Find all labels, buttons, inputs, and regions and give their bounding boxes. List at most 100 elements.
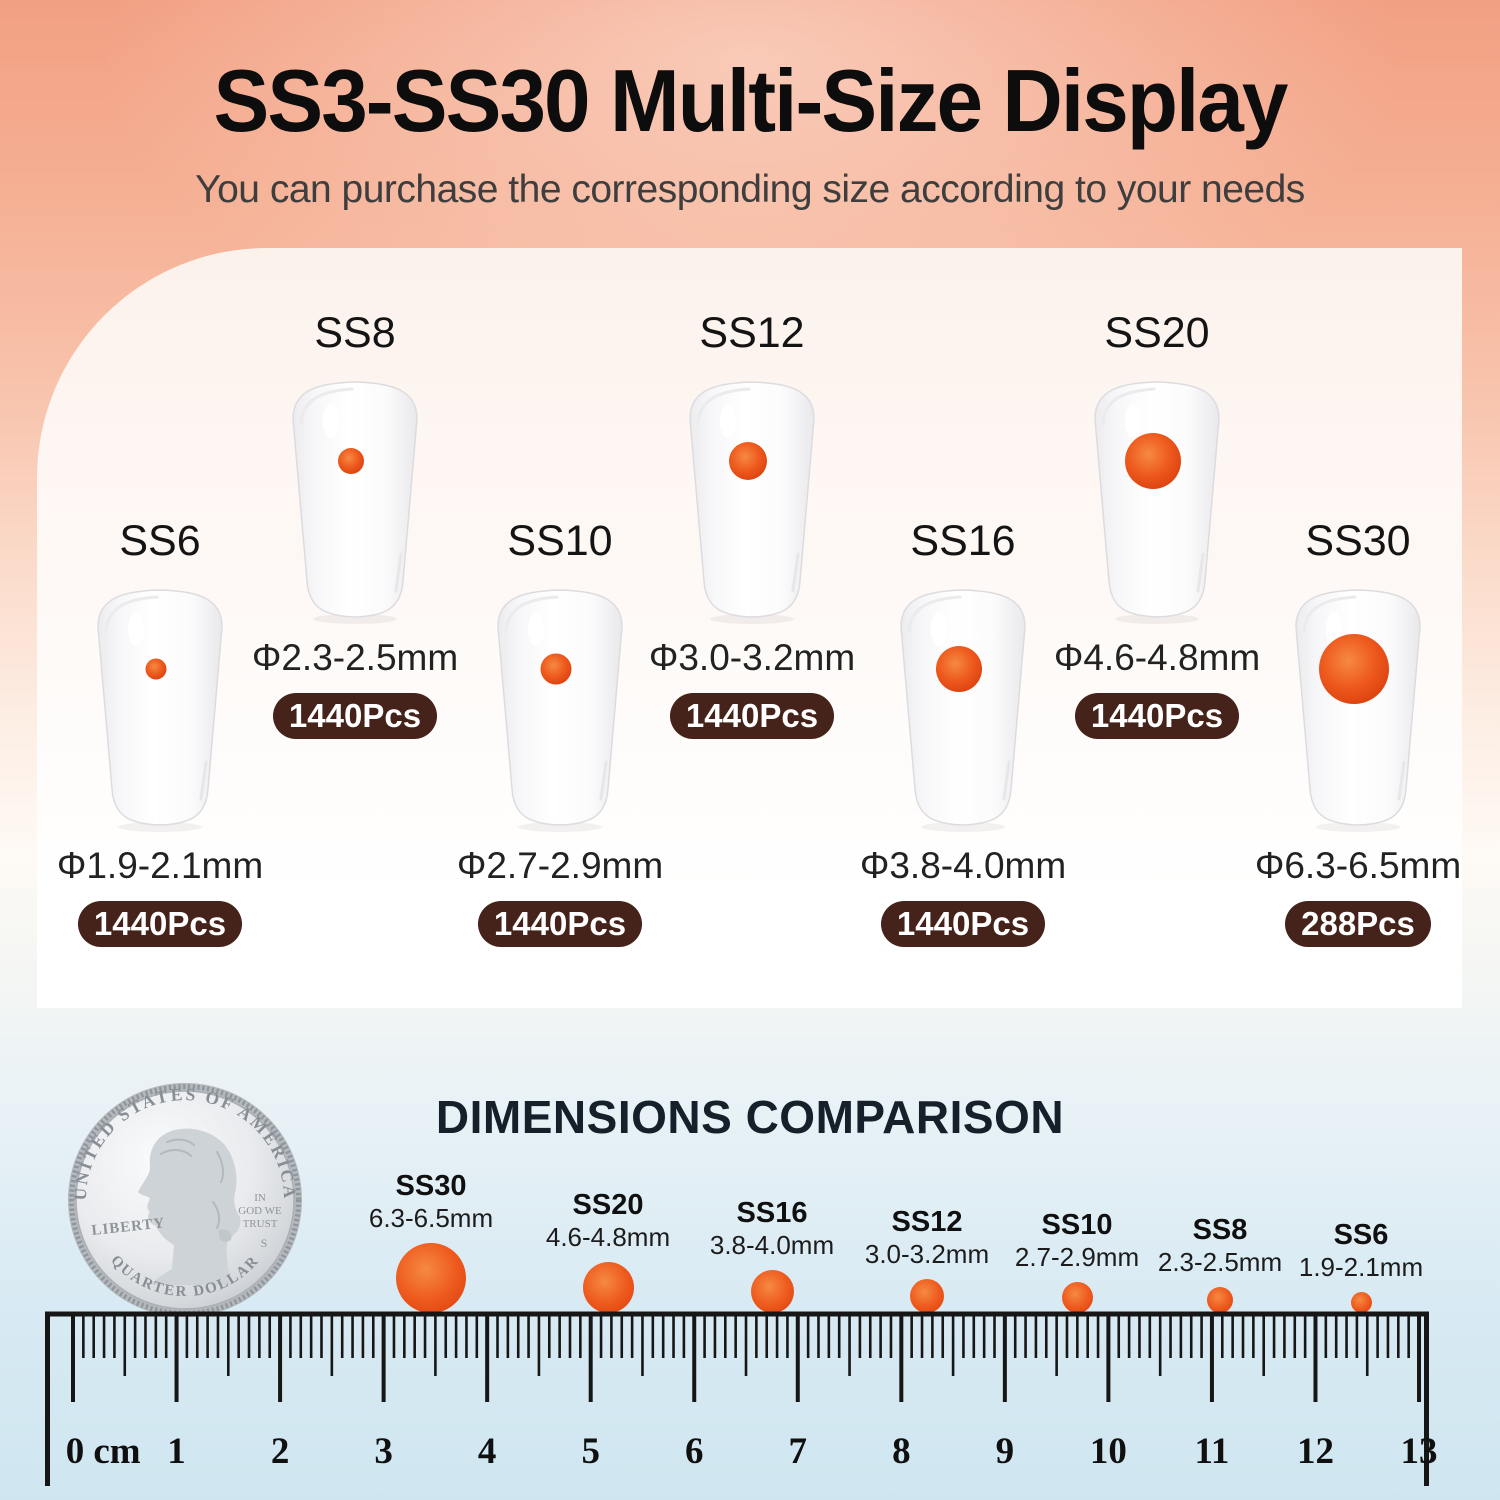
nail-free-edge [104,595,159,633]
dot-range-label: 4.6-4.8mm [545,1222,671,1253]
comparison-item-ss30: SS30 6.3-6.5mm [356,1170,506,1313]
nail-shadow [1115,614,1199,625]
nail-shadow [518,822,602,833]
dot-range-label: 2.7-2.9mm [1014,1242,1140,1273]
pieces-badge: 1440Pcs [669,693,835,740]
size-card-ss6: SS6 Φ1.9-2.1mm 1440Pcs [30,517,290,948]
nail-reflection [791,552,800,593]
nail-reflection [599,760,608,801]
hair-detail [160,1138,225,1229]
display-panel [37,248,1462,1008]
svg-text:10: 10 [1090,1431,1127,1472]
rhinestone [1125,433,1181,490]
rhinestone [1319,634,1389,705]
svg-text:7: 7 [789,1431,808,1472]
svg-text:6: 6 [685,1431,704,1472]
dot-size-label: SS10 [1041,1208,1113,1241]
rhinestone [729,442,767,481]
svg-text:0: 0 [66,1431,85,1472]
nail-body [689,381,815,619]
nail-tip-image [689,381,815,625]
diameter-label: Φ1.9-2.1mm [56,845,264,887]
quarter-coin: UNITED STATES OF AMERICA QUARTER DOLLAR … [68,1083,302,1317]
svg-text:9: 9 [996,1431,1015,1472]
nail-free-edge [907,595,962,633]
pieces-badge: 1440Pcs [77,901,243,948]
nail-free-edge [299,387,354,425]
dot-range-label: 1.9-2.1mm [1298,1252,1424,1283]
nail-highlight [128,612,144,647]
dot-size-label: SS20 [572,1188,644,1221]
dot-size-label: SS30 [395,1169,467,1202]
dot-range-label: 3.0-3.2mm [864,1239,990,1270]
size-label: SS6 [119,517,201,565]
size-card-ss30: SS30 Φ6.3-6.5mm 288Pcs [1228,517,1488,948]
nail-reflection [199,760,208,801]
svg-text:1: 1 [167,1431,186,1472]
dot-range-label: 3.8-4.0mm [709,1230,835,1261]
queue-ribbon [218,1229,232,1242]
diameter-label: Φ4.6-4.8mm [1053,637,1261,679]
rhinestone-dot [750,1270,794,1313]
rhinestone [338,448,364,475]
svg-text:8: 8 [892,1431,911,1472]
nail-free-edge [504,595,559,633]
rhinestone [936,646,982,693]
dot-size-label: SS6 [1333,1218,1389,1251]
svg-text:11: 11 [1194,1431,1229,1472]
size-label: SS8 [314,309,396,357]
diameter-label: Φ6.3-6.5mm [1254,845,1462,887]
comparison-item-ss10: SS10 2.7-2.9mm [1002,1209,1152,1313]
nail-tip-image [1295,589,1421,833]
nail-shadow [921,822,1005,833]
nail-reflection [1397,760,1406,801]
dot-range-label: 2.3-2.5mm [1157,1247,1283,1278]
nail-shadow [313,614,397,625]
page-title: SS3-SS30 Multi-Size Display [213,51,1288,150]
nail-tip-image [497,589,623,833]
comparison-item-ss6: SS6 1.9-2.1mm [1286,1219,1436,1313]
pieces-badge: 1440Pcs [1074,693,1240,740]
nail-reflection [1002,760,1011,801]
nail-highlight [1326,612,1342,647]
rhinestone [540,653,572,685]
nail-tip-image [900,589,1026,833]
nail-free-edge [1302,595,1357,633]
svg-text:2: 2 [271,1431,290,1472]
rhinestone-dot [1207,1287,1233,1313]
dot-size-label: SS12 [891,1205,963,1238]
size-label: SS30 [1305,517,1411,565]
nail-body [292,381,418,619]
svg-text:13: 13 [1401,1431,1438,1472]
pieces-badge: 1440Pcs [880,901,1046,948]
size-card-ss12: SS12 Φ3.0-3.2mm 1440Pcs [622,309,882,740]
ruler-image: 0 cm 1 2 3 4 5 6 7 8 9 10 11 12 13 [45,1311,1438,1486]
rhinestone-dot [1061,1282,1093,1313]
nail-body [97,589,223,827]
nail-shadow [1316,822,1400,833]
diameter-label: Φ2.3-2.5mm [251,637,459,679]
diameter-label: Φ3.0-3.2mm [648,637,856,679]
rhinestone-dot [396,1243,466,1313]
nail-highlight [720,404,736,439]
nail-body [900,589,1026,827]
size-label: SS12 [699,309,805,357]
svg-text:3: 3 [374,1431,393,1472]
coin-motto-line2: GOD WE [238,1205,282,1217]
rhinestone-dot [1350,1292,1372,1313]
dot-size-label: SS8 [1192,1213,1248,1246]
comparison-item-ss8: SS8 2.3-2.5mm [1145,1214,1295,1313]
comparison-item-ss12: SS12 3.0-3.2mm [852,1206,1002,1313]
nail-highlight [323,404,339,439]
diameter-label: Φ2.7-2.9mm [456,845,664,887]
pieces-badge: 1440Pcs [477,901,643,948]
nail-free-edge [1101,387,1156,425]
coin-liberty-text: LIBERTY [91,1215,166,1239]
washington-profile [138,1128,241,1285]
comparison-item-ss16: SS16 3.8-4.0mm [697,1197,847,1313]
svg-text:4: 4 [478,1431,497,1472]
size-label: SS20 [1104,309,1210,357]
rhinestone-dot [910,1279,944,1313]
nail-highlight [931,612,947,647]
nail-body [497,589,623,827]
